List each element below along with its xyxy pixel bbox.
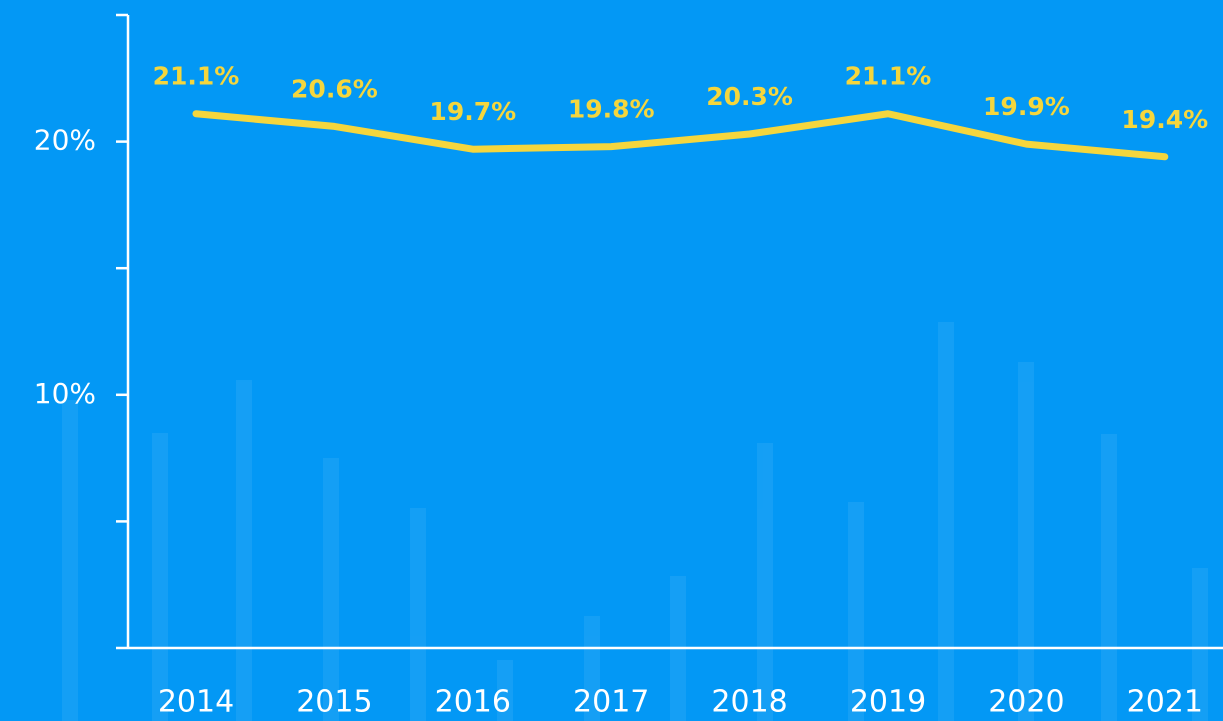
data-label: 21.1% <box>153 62 240 91</box>
x-tick-label: 2016 <box>435 685 511 720</box>
x-tick-label: 2015 <box>296 685 372 720</box>
x-tick-label: 2014 <box>158 685 234 720</box>
data-label: 19.9% <box>983 92 1070 121</box>
data-label: 19.4% <box>1121 105 1208 134</box>
data-label: 19.8% <box>568 95 655 124</box>
data-label: 21.1% <box>845 62 932 91</box>
data-label: 19.7% <box>429 97 516 126</box>
x-tick-label: 2021 <box>1127 685 1203 720</box>
line-series <box>192 110 1169 161</box>
x-tick-label: 2019 <box>850 685 926 720</box>
y-tick-label: 20% <box>34 124 96 157</box>
y-tick-label: 10% <box>34 377 96 410</box>
x-tick-label: 2018 <box>711 685 787 720</box>
x-tick-label: 2017 <box>573 685 649 720</box>
data-label: 20.3% <box>706 82 793 111</box>
x-tick-label: 2020 <box>988 685 1064 720</box>
data-label: 20.6% <box>291 74 378 103</box>
